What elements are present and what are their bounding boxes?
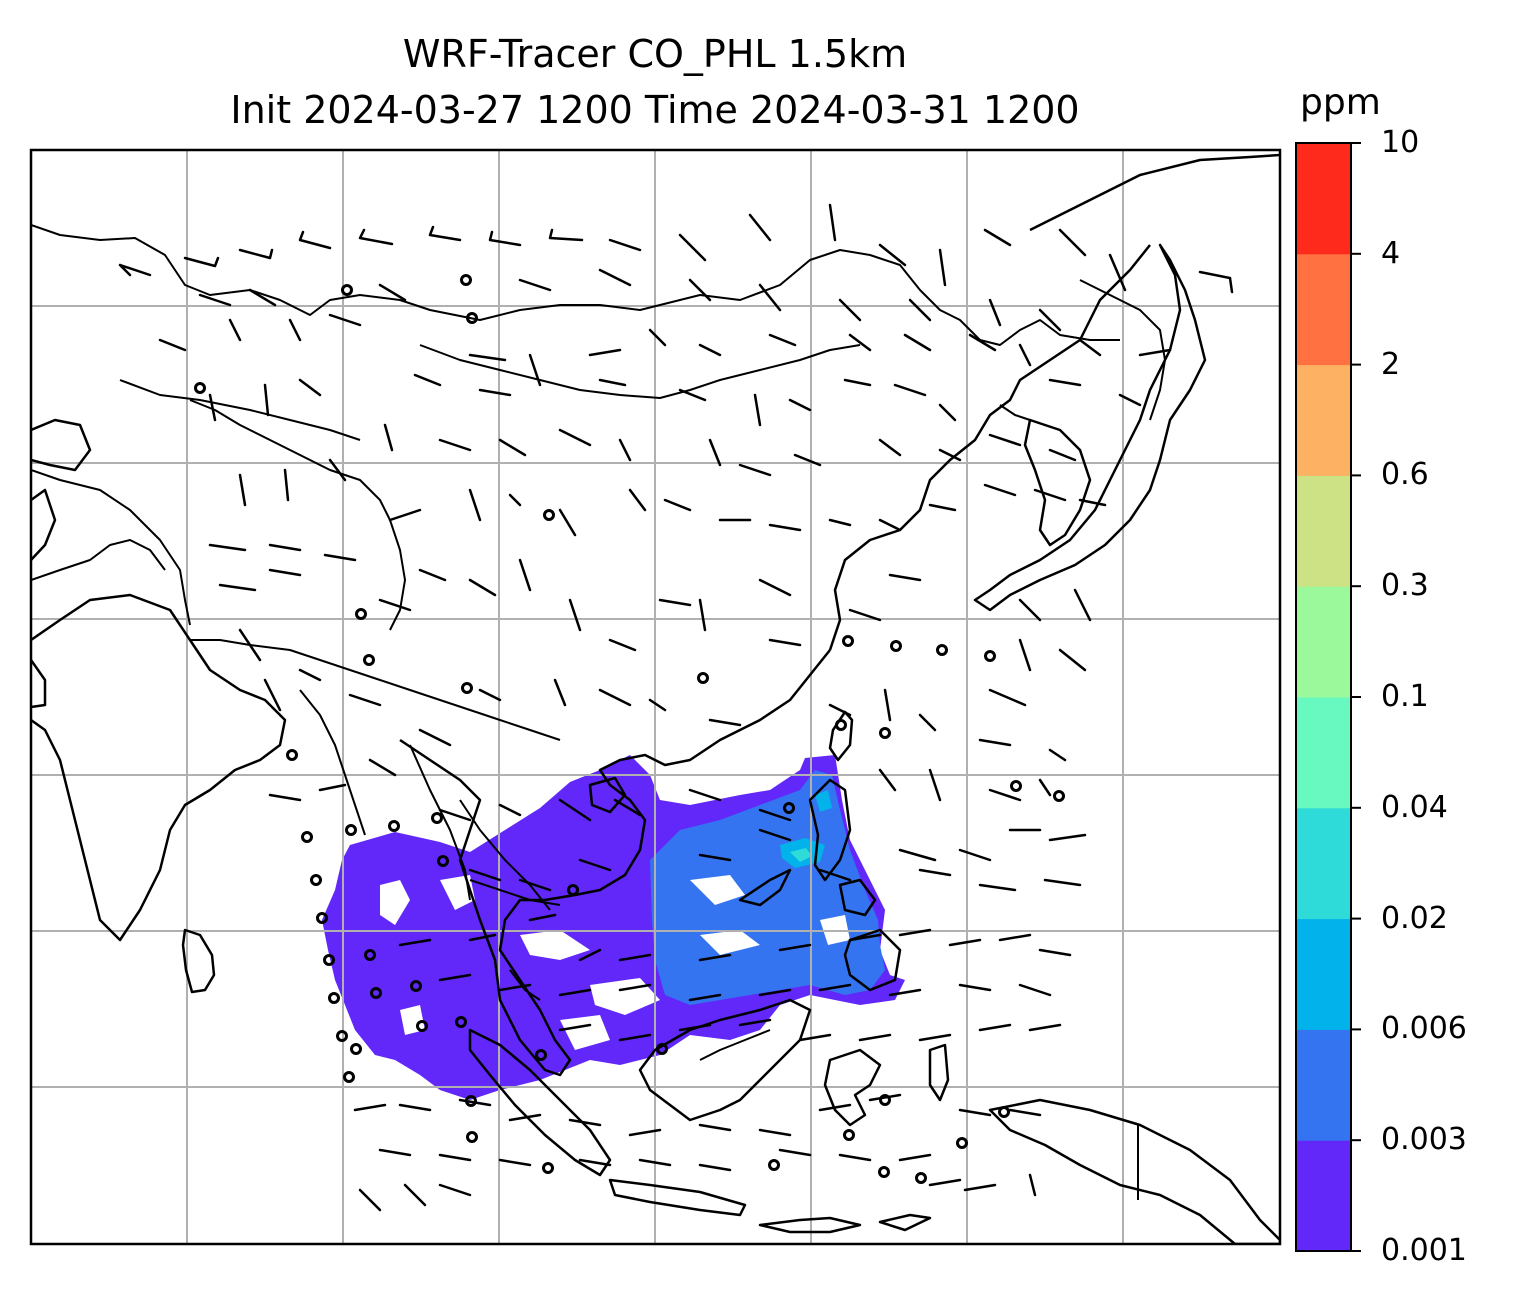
border-china-west	[189, 399, 406, 631]
colorbar-tick-label: 0.1	[1381, 679, 1429, 714]
colorbar-tick-label: 2	[1381, 346, 1401, 382]
colorbar-segment	[1296, 697, 1351, 809]
coast-timor	[878, 1213, 932, 1232]
colorbar-segment	[1296, 918, 1351, 1030]
coast-srilanka	[181, 928, 216, 994]
coast-borneo	[638, 998, 812, 1122]
colorbar-tick-label: 0.006	[1381, 1011, 1467, 1047]
border-central-asia	[31, 469, 191, 626]
colorbar-ticks	[1351, 142, 1361, 1252]
country-borders	[31, 224, 1166, 1200]
map-frame	[29, 148, 1282, 1246]
border-borneo	[699, 1029, 771, 1061]
plume-teal	[790, 848, 812, 862]
colorbar-segment	[1296, 253, 1351, 366]
border-thailand-laos	[409, 744, 471, 901]
colorbar-segment	[1296, 1140, 1351, 1252]
coast-caspian	[31, 418, 92, 472]
colorbar-unit-label: ppm	[1300, 82, 1381, 123]
coast-hainan	[588, 776, 627, 814]
coast-russia-east	[1029, 153, 1280, 232]
colorbar-tick-label: 0.02	[1381, 900, 1448, 936]
calm-wind-markers	[194, 274, 1065, 1184]
colorbar-tick-label: 0.04	[1381, 789, 1448, 825]
border-afghanistan	[31, 539, 166, 581]
coast-indochina	[399, 649, 831, 1077]
border-laos-vietnam	[459, 799, 551, 911]
coast-java	[608, 1178, 747, 1217]
coast-india	[31, 593, 287, 942]
colorbar-segment	[1296, 475, 1351, 587]
colorbar-segment	[1296, 807, 1351, 920]
coastlines	[31, 153, 1280, 1244]
colorbar-tick-label: 0.3	[1381, 568, 1429, 604]
colorbar	[1296, 143, 1351, 1252]
coast-persian-gulf	[31, 488, 57, 561]
colorbar-tick-label: 0.001	[1381, 1233, 1467, 1268]
coast-palawan	[738, 868, 792, 907]
border-malaysia-thai	[509, 969, 541, 1001]
coast-china-east	[828, 244, 1151, 651]
border-cambodia	[469, 879, 561, 906]
coast-sulawesi	[823, 1048, 882, 1127]
gridlines	[31, 150, 1280, 1244]
plume-blue	[650, 770, 885, 1005]
colorbar-tick-label: 0.003	[1381, 1122, 1467, 1158]
border-kz-china	[119, 379, 361, 441]
border-china-russia-east	[1079, 279, 1166, 421]
map-title-line-1: WRF-Tracer CO_PHL 1.5km	[402, 32, 908, 76]
map-title-line-2: Init 2024-03-27 1200 Time 2024-03-31 120…	[230, 88, 1080, 132]
border-mongolia-china	[419, 344, 861, 399]
colorbar-segment	[1296, 364, 1351, 476]
coast-mindanao	[843, 928, 902, 992]
colorbar-tick-label: 0.6	[1381, 457, 1429, 493]
coast-halmahera	[928, 1043, 950, 1102]
colorbar-segment	[1296, 1029, 1351, 1141]
coast-korea	[1023, 418, 1092, 547]
border-china-korea	[999, 404, 1031, 421]
coast-sumatra	[468, 1028, 612, 1177]
coast-arabian-sea	[31, 659, 47, 709]
coast-lesser-sunda	[758, 1216, 862, 1234]
colorbar-segment	[1296, 143, 1351, 255]
coast-visayas	[838, 878, 877, 917]
colorbar-tick-label: 4	[1381, 235, 1401, 271]
border-myanmar	[299, 689, 366, 836]
coast-newguinea	[988, 1098, 1280, 1244]
colorbar-segment	[1296, 586, 1351, 698]
plume-cyan-2	[815, 790, 832, 812]
coast-japan	[973, 243, 1207, 612]
coast-luzon	[808, 778, 852, 882]
tracer-plume	[322, 755, 905, 1100]
wind-barbs	[118, 203, 1234, 1212]
colorbar-tick-label: 10	[1381, 125, 1420, 160]
